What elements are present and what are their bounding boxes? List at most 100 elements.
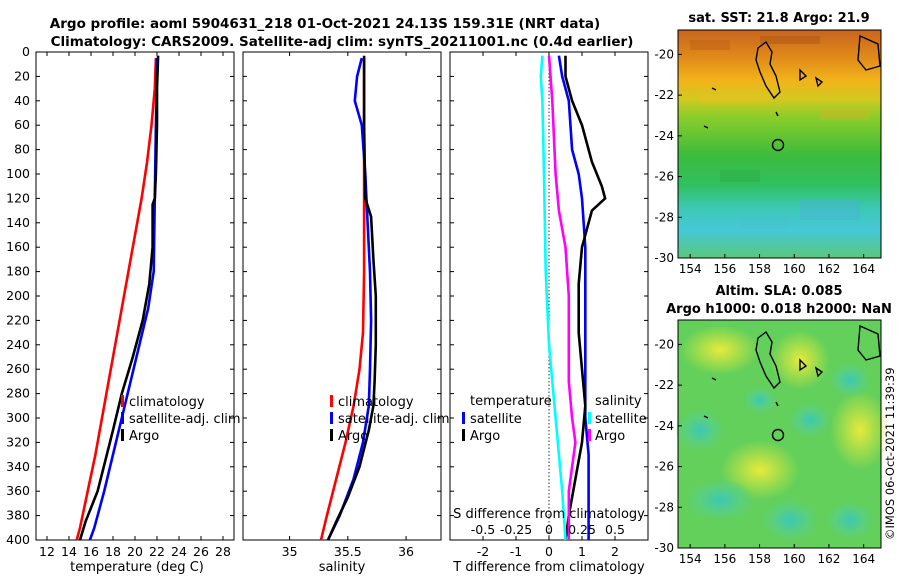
x-tick-label: 28 — [215, 544, 231, 559]
depth-tick-label: 0 — [22, 44, 30, 59]
legend-swatch-temp-argo — [462, 429, 465, 441]
salinity-x-axis: 35 35.5 36 — [282, 52, 414, 559]
salinity-plot-frame — [242, 51, 442, 541]
depth-tick-label: 20 — [14, 68, 30, 83]
temperature-plot-frame — [35, 51, 235, 541]
x-tick-label: 24 — [171, 544, 187, 559]
legend-label-climatology: climatology — [129, 395, 205, 410]
series-line-argo — [78, 55, 160, 541]
lat-tick-label: -30 — [654, 251, 674, 265]
x-tick-label: 36 — [398, 544, 414, 559]
lat-tick-label: -26 — [654, 170, 674, 184]
difference-panel: -2 -1 0 1 2 T difference from climatology S … — [449, 51, 649, 575]
lat-tick-label: -20 — [654, 337, 674, 351]
sst-map-frame — [677, 29, 882, 259]
x-tick-label: 35.5 — [334, 544, 362, 559]
depth-tick-label: 300 — [6, 410, 30, 425]
sst-map-lon-axis: 154 156 158 160 162 164 — [679, 254, 875, 276]
sla-map-title-line1: Altim. SLA: 0.085 — [716, 284, 843, 299]
difference-series — [450, 51, 648, 541]
sla-map-frame — [677, 319, 882, 549]
lat-tick-label: -30 — [654, 541, 674, 555]
lat-tick-label: -24 — [654, 129, 674, 143]
salinity-xlabel: salinity — [319, 560, 366, 575]
argo-position-marker — [771, 428, 785, 442]
x-tick-label: 2 — [611, 544, 619, 559]
series-line-argo — [326, 55, 378, 541]
salinity-panel: 35 35.5 36 salinity climatology satellite-… — [242, 51, 450, 575]
series-line-climatology — [75, 58, 158, 541]
difference-x-axis: -2 -1 0 1 2 — [477, 52, 619, 559]
x-tick-label: 1 — [578, 544, 586, 559]
figure-title-line2: Climatology: CARS2009. Satellite-adj cli… — [51, 34, 634, 50]
salinity-legend: climatology satellite-adj. clim Argo — [330, 395, 450, 444]
lon-tick-label: 156 — [713, 262, 736, 276]
top-tick-label: 0 — [545, 522, 553, 537]
coastline — [703, 34, 881, 129]
sst-map-lat-axis: -20 -22 -24 -26 -28 -30 — [654, 47, 682, 265]
lat-tick-label: -24 — [654, 419, 674, 433]
x-tick-label: 14 — [61, 544, 77, 559]
lon-tick-label: 154 — [679, 262, 702, 276]
sla-map-lon-axis: 154 156 158 160 162 164 — [679, 544, 875, 566]
depth-tick-label: 160 — [6, 239, 30, 254]
x-tick-label: 0 — [545, 544, 553, 559]
x-tick-label: 18 — [105, 544, 121, 559]
sla-map-lat-axis: -20 -22 -24 -26 -28 -30 — [654, 337, 682, 555]
imos-credit: ©IMOS 06-Oct-2021 11:39:39 — [883, 367, 897, 540]
difference-xlabel-top: S difference from climatology — [453, 507, 645, 522]
legend-title-salinity: salinity — [595, 394, 642, 409]
legend-swatch-sal-argo — [588, 429, 591, 441]
legend-label-temp-argo: Argo — [470, 429, 500, 444]
x-tick-label: 26 — [193, 544, 209, 559]
temperature-series — [36, 51, 234, 541]
legend-label-temp-satellite: satellite — [470, 412, 522, 427]
sla-map-title-line2: Argo h1000: 0.018 h2000: NaN — [666, 302, 892, 317]
lat-tick-label: -22 — [654, 378, 674, 392]
top-tick-label: -0.25 — [500, 522, 532, 537]
legend-label-climatology: climatology — [338, 395, 414, 410]
legend-label-argo: Argo — [129, 429, 159, 444]
coastline — [703, 324, 881, 419]
legend-swatch-climatology — [121, 395, 124, 407]
depth-tick-label: 260 — [6, 361, 30, 376]
x-tick-label: -1 — [510, 544, 522, 559]
sla-map-panel: Altim. SLA: 0.085 Argo h1000: 0.018 h200… — [654, 284, 891, 566]
lon-tick-label: 162 — [817, 262, 840, 276]
lat-tick-label: -28 — [654, 210, 674, 224]
sst-map-texture — [690, 36, 870, 229]
legend-label-sal-argo: Argo — [595, 429, 625, 444]
x-tick-label: -2 — [477, 544, 489, 559]
series-line-satellite-adj-clim — [326, 57, 373, 541]
difference-legend-salinity: salinity satellite Argo — [588, 394, 647, 444]
series-line-salinity-argo — [547, 55, 577, 540]
lon-tick-label: 160 — [783, 552, 806, 566]
lat-tick-label: -26 — [654, 460, 674, 474]
depth-tick-label: 100 — [6, 166, 30, 181]
figure-title-line1: Argo profile: aoml 5904631_218 01-Oct-20… — [50, 16, 600, 32]
lon-tick-label: 158 — [748, 262, 771, 276]
depth-tick-label: 80 — [14, 142, 30, 157]
lon-tick-label: 164 — [852, 552, 875, 566]
x-tick-label: 35 — [282, 544, 298, 559]
depth-tick-label: 180 — [6, 264, 30, 279]
legend-title-temperature: temperature — [470, 394, 552, 409]
depth-tick-label: 380 — [6, 508, 30, 523]
top-tick-label: 0.5 — [605, 522, 625, 537]
argo-position-marker — [771, 138, 785, 152]
temperature-x-axis: 12 14 16 18 20 22 24 26 28 — [39, 52, 231, 559]
series-line-temperature-argo — [564, 55, 607, 541]
sst-map-panel: sat. SST: 21.8 Argo: 21.9 154 156 158 160 16… — [654, 11, 882, 276]
difference-xlabel: T difference from climatology — [452, 560, 645, 575]
top-tick-label: 0.25 — [568, 522, 596, 537]
depth-tick-label: 280 — [6, 386, 30, 401]
series-line-temperature-satellite — [557, 55, 590, 540]
top-tick-label: -0.5 — [471, 522, 495, 537]
sla-map-texture — [675, 325, 890, 542]
depth-tick-label: 40 — [14, 93, 30, 108]
difference-legend-temperature: temperature satellite Argo — [462, 394, 552, 444]
sst-map-title: sat. SST: 21.8 Argo: 21.9 — [688, 11, 869, 26]
depth-tick-label: 360 — [6, 483, 30, 498]
sst-map-image — [678, 30, 881, 258]
